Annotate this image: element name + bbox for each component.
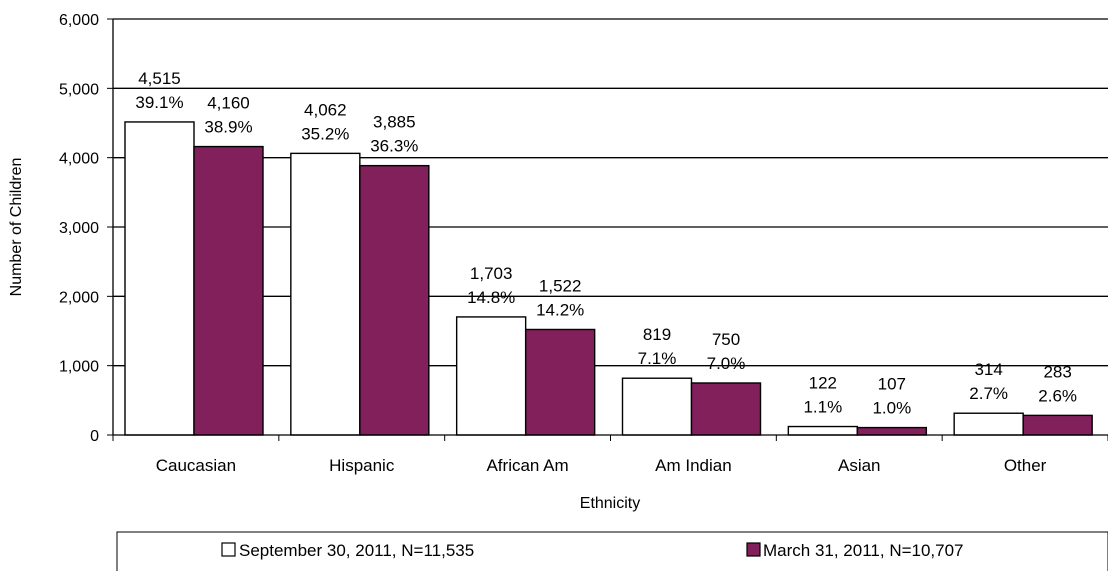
bar <box>1022 414 1093 436</box>
x-tick-label: Asian <box>838 456 881 475</box>
y-tick-label: 3,000 <box>59 220 99 237</box>
bar-value-label: 122 <box>809 374 837 393</box>
bar-value-label: 4,515 <box>138 69 181 88</box>
y-tick-label: 1,000 <box>59 359 99 376</box>
bar-percent-label: 35.2% <box>301 124 349 143</box>
bar-value-label: 107 <box>878 375 906 394</box>
bar-value-label: 1,703 <box>470 264 513 283</box>
bar-percent-label: 7.1% <box>638 349 677 368</box>
bar-value-label: 283 <box>1043 362 1071 381</box>
legend: September 30, 2011, N=11,535 March 31, 2… <box>116 531 1108 571</box>
x-axis-title: Ethnicity <box>580 495 640 512</box>
y-tick-label: 4,000 <box>59 151 99 168</box>
bar <box>124 121 195 436</box>
y-tick-label: 5,000 <box>59 81 99 98</box>
y-tick-label: 6,000 <box>59 12 99 29</box>
bar-value-label: 4,062 <box>304 100 347 119</box>
y-tick-label: 2,000 <box>59 289 99 306</box>
bar-percent-label: 38.9% <box>204 118 252 137</box>
bar-percent-label: 14.2% <box>536 300 584 319</box>
x-axis-ticks: Caucasian Hispanic African Am Am Indian Asia… <box>112 435 1108 475</box>
bar <box>290 152 361 436</box>
bar-value-label: 3,885 <box>373 113 416 132</box>
bars <box>124 121 1093 436</box>
bar-percent-label: 2.7% <box>969 384 1008 403</box>
gridlines <box>113 18 1108 367</box>
y-axis-ticks: 0 1,000 2,000 3,000 4,000 5,000 6,000 <box>59 12 113 445</box>
bar-percent-label: 14.8% <box>467 288 515 307</box>
bar-value-label: 750 <box>712 330 740 349</box>
bar <box>524 328 596 436</box>
legend-label-september: September 30, 2011, N=11,535 <box>239 541 474 560</box>
bar <box>455 316 527 436</box>
bar <box>359 164 430 436</box>
y-tick-label: 0 <box>90 428 99 445</box>
legend-swatch-september <box>221 542 236 557</box>
x-tick-label: Hispanic <box>329 456 395 475</box>
legend-box <box>116 531 1108 571</box>
bar <box>690 382 762 436</box>
bar-percent-label: 39.1% <box>135 93 183 112</box>
bar <box>787 425 859 436</box>
bar <box>856 426 928 436</box>
legend-swatch-march <box>746 542 761 557</box>
bar <box>193 145 264 436</box>
bar <box>621 377 693 436</box>
x-tick-label: Other <box>1004 456 1047 475</box>
bar-percent-label: 7.0% <box>707 354 746 373</box>
bar-value-label: 314 <box>974 360 1002 379</box>
bar-percent-label: 1.1% <box>803 398 842 417</box>
bar-percent-label: 36.3% <box>370 137 418 156</box>
bar <box>953 412 1024 436</box>
bar-percent-label: 1.0% <box>872 399 911 418</box>
bar-value-label: 819 <box>643 325 671 344</box>
x-tick-label: Caucasian <box>156 456 236 475</box>
y-axis-title: Number of Children <box>8 158 25 297</box>
bar-percent-label: 2.6% <box>1038 386 1077 405</box>
x-tick-label: African Am <box>486 456 568 475</box>
x-tick-label: Am Indian <box>655 456 732 475</box>
data-labels: 4,515 39.1% 4,160 38.9% 4,062 35.2% 3,885 36.3%… <box>135 69 1077 418</box>
legend-label-march: March 31, 2011, N=10,707 <box>763 541 964 560</box>
bar-value-label: 1,522 <box>539 276 582 295</box>
bar-value-label: 4,160 <box>207 94 250 113</box>
